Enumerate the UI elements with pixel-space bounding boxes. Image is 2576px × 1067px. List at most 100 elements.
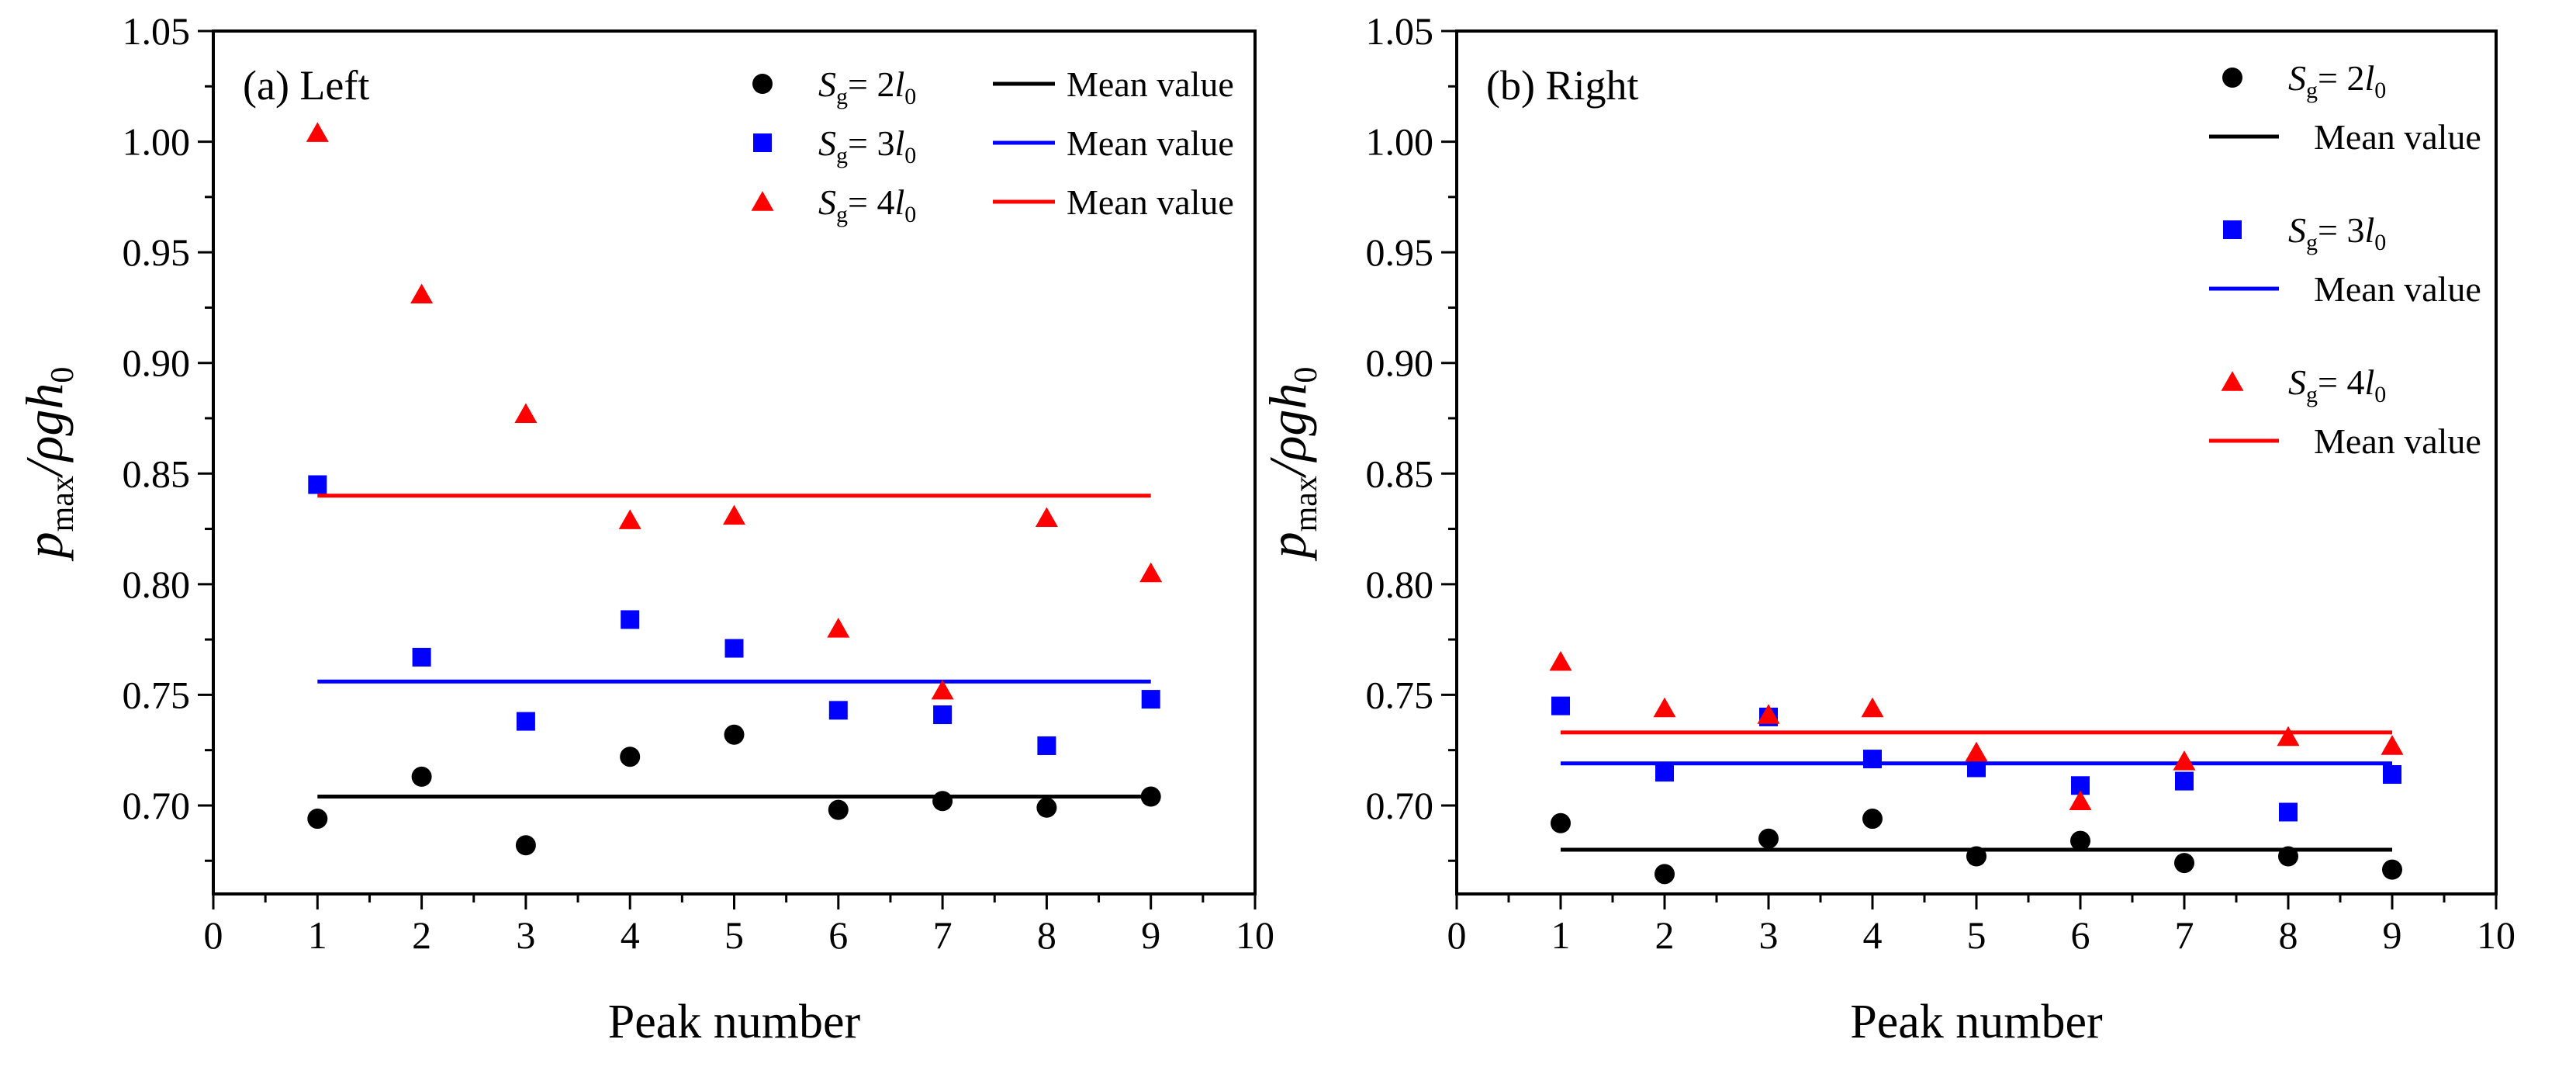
y-tick-label: 1.00 <box>123 120 191 164</box>
data-point <box>1035 507 1058 528</box>
x-tick-label: 4 <box>621 913 640 957</box>
panel-label: (b) Right <box>1486 62 1639 109</box>
legend-mean-label: Mean value <box>2314 117 2481 157</box>
data-point <box>828 701 848 720</box>
data-point <box>2070 830 2090 851</box>
data-point <box>1863 750 1882 769</box>
legend-marker <box>752 74 773 94</box>
x-axis-title: Peak number <box>608 996 861 1048</box>
x-tick-label: 3 <box>516 913 535 957</box>
y-tick-label: 0.70 <box>1366 784 1434 827</box>
data-point <box>1551 812 1571 833</box>
data-point <box>2381 735 2404 755</box>
data-point <box>1967 758 1986 778</box>
x-tick-label: 1 <box>308 913 327 957</box>
data-point <box>308 475 327 494</box>
y-tick-label: 0.85 <box>1366 452 1434 495</box>
y-axis-title: pmax/ρgh0 <box>1258 367 1324 562</box>
data-point <box>412 647 431 667</box>
legend-mean-label: Mean value <box>2314 421 2481 461</box>
x-tick-label: 8 <box>2279 913 2298 957</box>
data-point <box>932 791 953 812</box>
legend-label: Sg= 4l0 <box>818 182 916 227</box>
data-point <box>306 122 329 142</box>
y-axis-title: pmax/ρgh0 <box>15 367 81 562</box>
y-tick-label: 0.95 <box>1366 230 1434 274</box>
data-point <box>1139 562 1163 583</box>
data-point <box>2277 726 2300 747</box>
data-point <box>828 799 849 820</box>
legend-label: Sg= 4l0 <box>2288 362 2386 407</box>
y-tick-label: 0.95 <box>123 230 191 274</box>
legend-label: Sg= 2l0 <box>2288 58 2386 103</box>
y-tick-label: 1.00 <box>1366 120 1434 164</box>
data-point <box>931 679 954 700</box>
x-tick-label: 0 <box>1447 913 1467 957</box>
data-point <box>411 766 432 787</box>
x-tick-label: 2 <box>412 913 431 957</box>
legend-marker <box>753 133 772 152</box>
x-tick-label: 6 <box>2071 913 2090 957</box>
data-point <box>1862 809 1883 830</box>
data-point <box>2175 771 2194 791</box>
data-point <box>1653 697 1676 718</box>
data-point <box>620 747 641 767</box>
x-tick-label: 1 <box>1551 913 1571 957</box>
legend-mean-label: Mean value <box>1067 182 1234 222</box>
data-point <box>410 283 434 304</box>
data-point <box>1758 828 1779 849</box>
data-point <box>1861 697 1884 718</box>
data-point <box>724 724 745 745</box>
y-tick-label: 0.90 <box>1366 341 1434 385</box>
y-tick-label: 0.75 <box>123 673 191 716</box>
y-tick-label: 0.75 <box>1366 673 1434 716</box>
data-point <box>1655 864 1675 885</box>
legend-mean-label: Mean value <box>2314 269 2481 309</box>
x-tick-label: 8 <box>1037 913 1056 957</box>
x-tick-label: 7 <box>2175 913 2194 957</box>
x-tick-label: 6 <box>828 913 848 957</box>
data-point <box>621 610 640 629</box>
data-point <box>2382 859 2402 880</box>
y-tick-label: 0.85 <box>123 452 191 495</box>
y-tick-label: 0.80 <box>1366 563 1434 606</box>
x-tick-label: 9 <box>2383 913 2402 957</box>
data-point <box>1655 763 1674 782</box>
data-point <box>2383 765 2401 785</box>
y-tick-label: 0.80 <box>123 563 191 606</box>
x-tick-label: 5 <box>1967 913 1986 957</box>
y-tick-label: 0.90 <box>123 341 191 385</box>
x-axis-title: Peak number <box>1850 996 2103 1048</box>
data-point <box>2279 802 2298 822</box>
data-point <box>515 835 536 856</box>
data-point <box>307 809 328 830</box>
legend-label: Sg= 2l0 <box>818 64 916 109</box>
data-point <box>1140 786 1161 807</box>
legend-mean-label: Mean value <box>1067 64 1234 104</box>
x-tick-label: 9 <box>1141 913 1160 957</box>
data-point <box>2069 790 2092 810</box>
data-point <box>723 504 745 525</box>
panel-label: (a) Left <box>243 62 369 109</box>
x-tick-label: 10 <box>2477 913 2515 957</box>
data-point <box>1965 741 1988 762</box>
data-point <box>1141 690 1160 709</box>
x-tick-label: 0 <box>204 913 223 957</box>
data-point <box>1757 704 1780 724</box>
x-tick-label: 5 <box>724 913 744 957</box>
data-point <box>933 705 953 725</box>
x-tick-label: 3 <box>1759 913 1779 957</box>
legend-mean-label: Mean value <box>1067 123 1234 163</box>
legend-label: Sg= 3l0 <box>2288 210 2386 255</box>
data-point <box>2278 846 2298 867</box>
data-point <box>1036 797 1057 818</box>
data-point <box>827 618 850 638</box>
x-tick-label: 10 <box>1236 913 1274 957</box>
panel-right: 0 1 2 3 4 5 6 7 8 9 10 0.70 0.75 0.80 0.85 0.90 0.95 1.00… <box>1258 9 2515 1048</box>
legend-marker <box>2223 220 2242 239</box>
data-point <box>618 509 641 529</box>
legend-marker <box>751 191 774 211</box>
y-tick-label: 1.05 <box>123 9 191 53</box>
x-tick-label: 2 <box>1655 913 1675 957</box>
